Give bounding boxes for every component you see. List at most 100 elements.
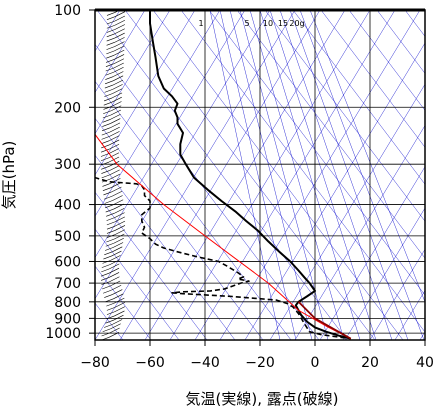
- y-tick-label: 300: [54, 157, 81, 173]
- wind-barb-staff: [100, 148, 110, 153]
- mixing-ratio-label: 5: [244, 19, 249, 28]
- wind-barb: [114, 10, 121, 13]
- wind-barbs: [100, 10, 126, 340]
- y-tick-label: 600: [54, 254, 81, 270]
- wind-barb: [112, 195, 123, 201]
- wind-barb-staff: [102, 187, 112, 191]
- wind-barb: [109, 135, 120, 141]
- wind-barb: [114, 229, 125, 235]
- wind-barb-staff: [104, 324, 113, 328]
- wind-barb-staff: [106, 217, 115, 221]
- wind-barb: [109, 122, 121, 129]
- wind-barb: [114, 19, 126, 26]
- wind-barb: [111, 186, 122, 193]
- wind-barb: [112, 88, 123, 94]
- wind-barb: [114, 49, 125, 56]
- wind-barb-staff: [106, 46, 115, 50]
- wind-barb: [109, 169, 120, 176]
- wind-barb-staff: [105, 59, 115, 63]
- dry-adiabat-line: [124, 10, 376, 340]
- wind-barb: [114, 37, 125, 43]
- y-tick-label: 1000: [45, 326, 81, 342]
- mixing-ratio-line: [269, 10, 377, 340]
- dry-adiabat-line: [152, 10, 404, 340]
- wind-barb-staff: [100, 153, 110, 157]
- x-tick-label: −60: [135, 355, 165, 371]
- wind-barb: [108, 272, 120, 278]
- wind-barb-staff: [101, 332, 110, 337]
- mixing-ratio-line: [259, 10, 361, 340]
- wind-barb-staff: [102, 114, 111, 119]
- wind-barb: [114, 310, 125, 317]
- dry-adiabat-line: [236, 10, 425, 259]
- x-axis-title: 気温(実線), 露点(破線): [186, 390, 339, 408]
- isotherm-line: [95, 10, 146, 93]
- wind-barb: [114, 297, 125, 304]
- mixing-ratio-labels: 1 5 10 15 20g: [198, 19, 304, 28]
- mixing-ratio-label: 1: [198, 19, 203, 28]
- wind-barb: [109, 263, 120, 270]
- isotherm-line: [95, 10, 196, 176]
- isotherm-line: [194, 10, 396, 340]
- wind-barb-staff: [104, 247, 114, 251]
- wind-barb-staff: [106, 238, 115, 243]
- isotherm-line: [95, 10, 171, 135]
- wind-barb-staff: [104, 200, 113, 204]
- mixing-ratio-line: [239, 10, 329, 340]
- wind-barb: [110, 182, 122, 188]
- wind-barb: [114, 225, 126, 231]
- wind-barb: [108, 267, 120, 274]
- y-tick-label: 500: [54, 229, 81, 245]
- mixing-ratio-line: [309, 10, 425, 303]
- wind-barb: [114, 28, 125, 35]
- wind-barb-staff: [106, 230, 116, 234]
- wind-barb: [114, 306, 126, 312]
- y-tick-label: 700: [54, 276, 81, 292]
- wind-barb-staff: [105, 80, 114, 85]
- wind-barb-staff: [106, 311, 116, 315]
- mixing-ratio-line: [229, 10, 313, 340]
- wind-barb: [114, 32, 125, 39]
- wind-barb-staff: [102, 183, 111, 187]
- isotherm-line: [95, 10, 246, 258]
- x-tick-label: −80: [80, 355, 110, 371]
- grid-lines: [94, 9, 426, 340]
- wind-barb: [113, 71, 124, 77]
- isotherm-line: [95, 10, 296, 340]
- mixing-ratio-label: 10: [263, 19, 273, 28]
- dry-adiabat-line: [292, 10, 425, 185]
- dry-adiabat-line: [208, 10, 425, 296]
- isotherm-line: [169, 10, 371, 340]
- wind-barb: [109, 259, 120, 265]
- isotherm-line: [319, 166, 425, 340]
- dry-adiabat-line: [264, 10, 425, 222]
- wind-barb: [112, 75, 124, 82]
- dry-adiabat-line: [95, 191, 208, 340]
- wind-barb-staff: [106, 54, 115, 59]
- dry-adiabat-line: [95, 228, 180, 340]
- mixing-ratio-line: [249, 10, 345, 340]
- wind-barb-staff: [105, 67, 114, 72]
- wind-barb-staff: [106, 24, 115, 29]
- wind-barb-staff: [105, 76, 114, 80]
- y-tick-label: 100: [54, 3, 81, 19]
- wind-barb: [111, 319, 123, 325]
- dry-adiabat-line: [320, 10, 425, 148]
- wind-barb: [110, 280, 121, 287]
- parcel-line: [95, 133, 352, 340]
- wind-barb-staff: [100, 161, 110, 166]
- wind-barb: [111, 96, 122, 103]
- isotherm-line: [95, 10, 271, 300]
- wind-barb-staff: [103, 106, 112, 110]
- wind-barb: [108, 152, 120, 159]
- wind-barb: [109, 327, 120, 334]
- wind-barb: [111, 92, 123, 99]
- wind-barb: [113, 62, 124, 69]
- dry-adiabat-line: [348, 10, 425, 111]
- isotherm-line: [394, 290, 425, 340]
- wind-barb: [109, 165, 120, 171]
- wind-barb: [114, 302, 126, 308]
- wind-barb: [112, 84, 123, 90]
- isotherm-line: [95, 10, 221, 217]
- mixing-ratio-line: [219, 10, 297, 340]
